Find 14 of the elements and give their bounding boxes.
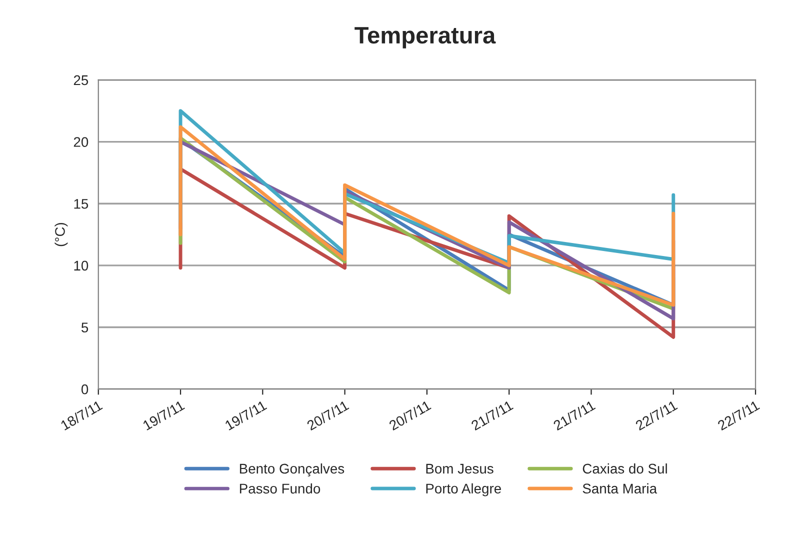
legend-label: Passo Fundo <box>240 483 320 494</box>
legend-label: Santa Maria <box>582 483 658 494</box>
y-tick-label: 5 <box>81 322 88 332</box>
chart-title: Temperatura <box>354 27 496 48</box>
legend-label: Porto Alegre <box>426 483 501 496</box>
y-tick-label: 0 <box>81 384 88 394</box>
legend-label: Caxias do Sul <box>582 463 667 474</box>
y-tick-label: 25 <box>74 75 88 86</box>
legend-label: Bom Jesus <box>426 464 494 474</box>
y-tick-label: 20 <box>74 137 88 147</box>
legend-label: Bento Gonçalves <box>240 463 344 476</box>
y-tick-label: 10 <box>74 260 88 271</box>
y-tick-label: 15 <box>74 199 88 209</box>
y-axis-title: (°C) <box>54 222 68 246</box>
